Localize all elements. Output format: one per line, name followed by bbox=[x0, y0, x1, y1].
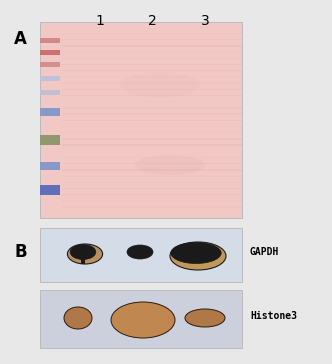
Ellipse shape bbox=[170, 242, 226, 270]
Bar bbox=[62, 64, 242, 65]
Bar bbox=[40, 38, 60, 43]
Text: 3: 3 bbox=[201, 14, 209, 28]
Ellipse shape bbox=[70, 245, 96, 260]
Bar bbox=[40, 50, 60, 55]
Bar bbox=[62, 107, 242, 108]
Ellipse shape bbox=[127, 245, 153, 259]
Bar bbox=[40, 76, 60, 81]
Bar bbox=[62, 51, 242, 53]
Bar bbox=[62, 138, 242, 140]
Bar bbox=[62, 95, 242, 96]
Bar bbox=[62, 194, 242, 195]
Bar bbox=[62, 126, 242, 127]
Bar bbox=[62, 45, 242, 47]
Ellipse shape bbox=[185, 309, 225, 327]
Bar bbox=[62, 119, 242, 121]
Text: B: B bbox=[14, 243, 27, 261]
Bar bbox=[62, 175, 242, 177]
Ellipse shape bbox=[171, 242, 221, 264]
Bar bbox=[62, 76, 242, 78]
Ellipse shape bbox=[64, 307, 92, 329]
Bar bbox=[40, 108, 60, 116]
Bar bbox=[62, 188, 242, 189]
Bar bbox=[62, 113, 242, 115]
Text: GAPDH: GAPDH bbox=[250, 247, 279, 257]
Bar bbox=[40, 162, 60, 170]
Bar bbox=[40, 185, 60, 195]
Text: A: A bbox=[14, 30, 27, 48]
Bar bbox=[62, 132, 242, 133]
Bar bbox=[62, 200, 242, 202]
Bar bbox=[40, 228, 242, 282]
Bar bbox=[62, 163, 242, 165]
Bar bbox=[62, 88, 242, 90]
Bar bbox=[62, 144, 242, 146]
FancyArrow shape bbox=[81, 258, 85, 264]
Bar bbox=[62, 39, 242, 40]
Bar bbox=[40, 135, 60, 145]
Ellipse shape bbox=[135, 155, 205, 175]
Bar bbox=[62, 70, 242, 71]
Text: 1: 1 bbox=[96, 14, 105, 28]
Bar bbox=[62, 27, 242, 28]
Bar bbox=[40, 90, 60, 95]
Ellipse shape bbox=[120, 72, 200, 98]
Bar bbox=[62, 206, 242, 208]
Bar bbox=[62, 169, 242, 171]
Bar bbox=[62, 58, 242, 59]
Bar bbox=[40, 62, 60, 67]
Text: 2: 2 bbox=[148, 14, 156, 28]
Bar bbox=[40, 22, 242, 218]
Text: Histone3: Histone3 bbox=[250, 311, 297, 321]
Bar bbox=[40, 290, 242, 348]
Bar bbox=[62, 82, 242, 84]
Bar bbox=[62, 33, 242, 34]
Bar bbox=[62, 157, 242, 158]
Ellipse shape bbox=[67, 244, 103, 264]
Bar bbox=[62, 182, 242, 183]
Bar bbox=[62, 150, 242, 152]
Ellipse shape bbox=[111, 302, 175, 338]
Bar bbox=[62, 101, 242, 102]
